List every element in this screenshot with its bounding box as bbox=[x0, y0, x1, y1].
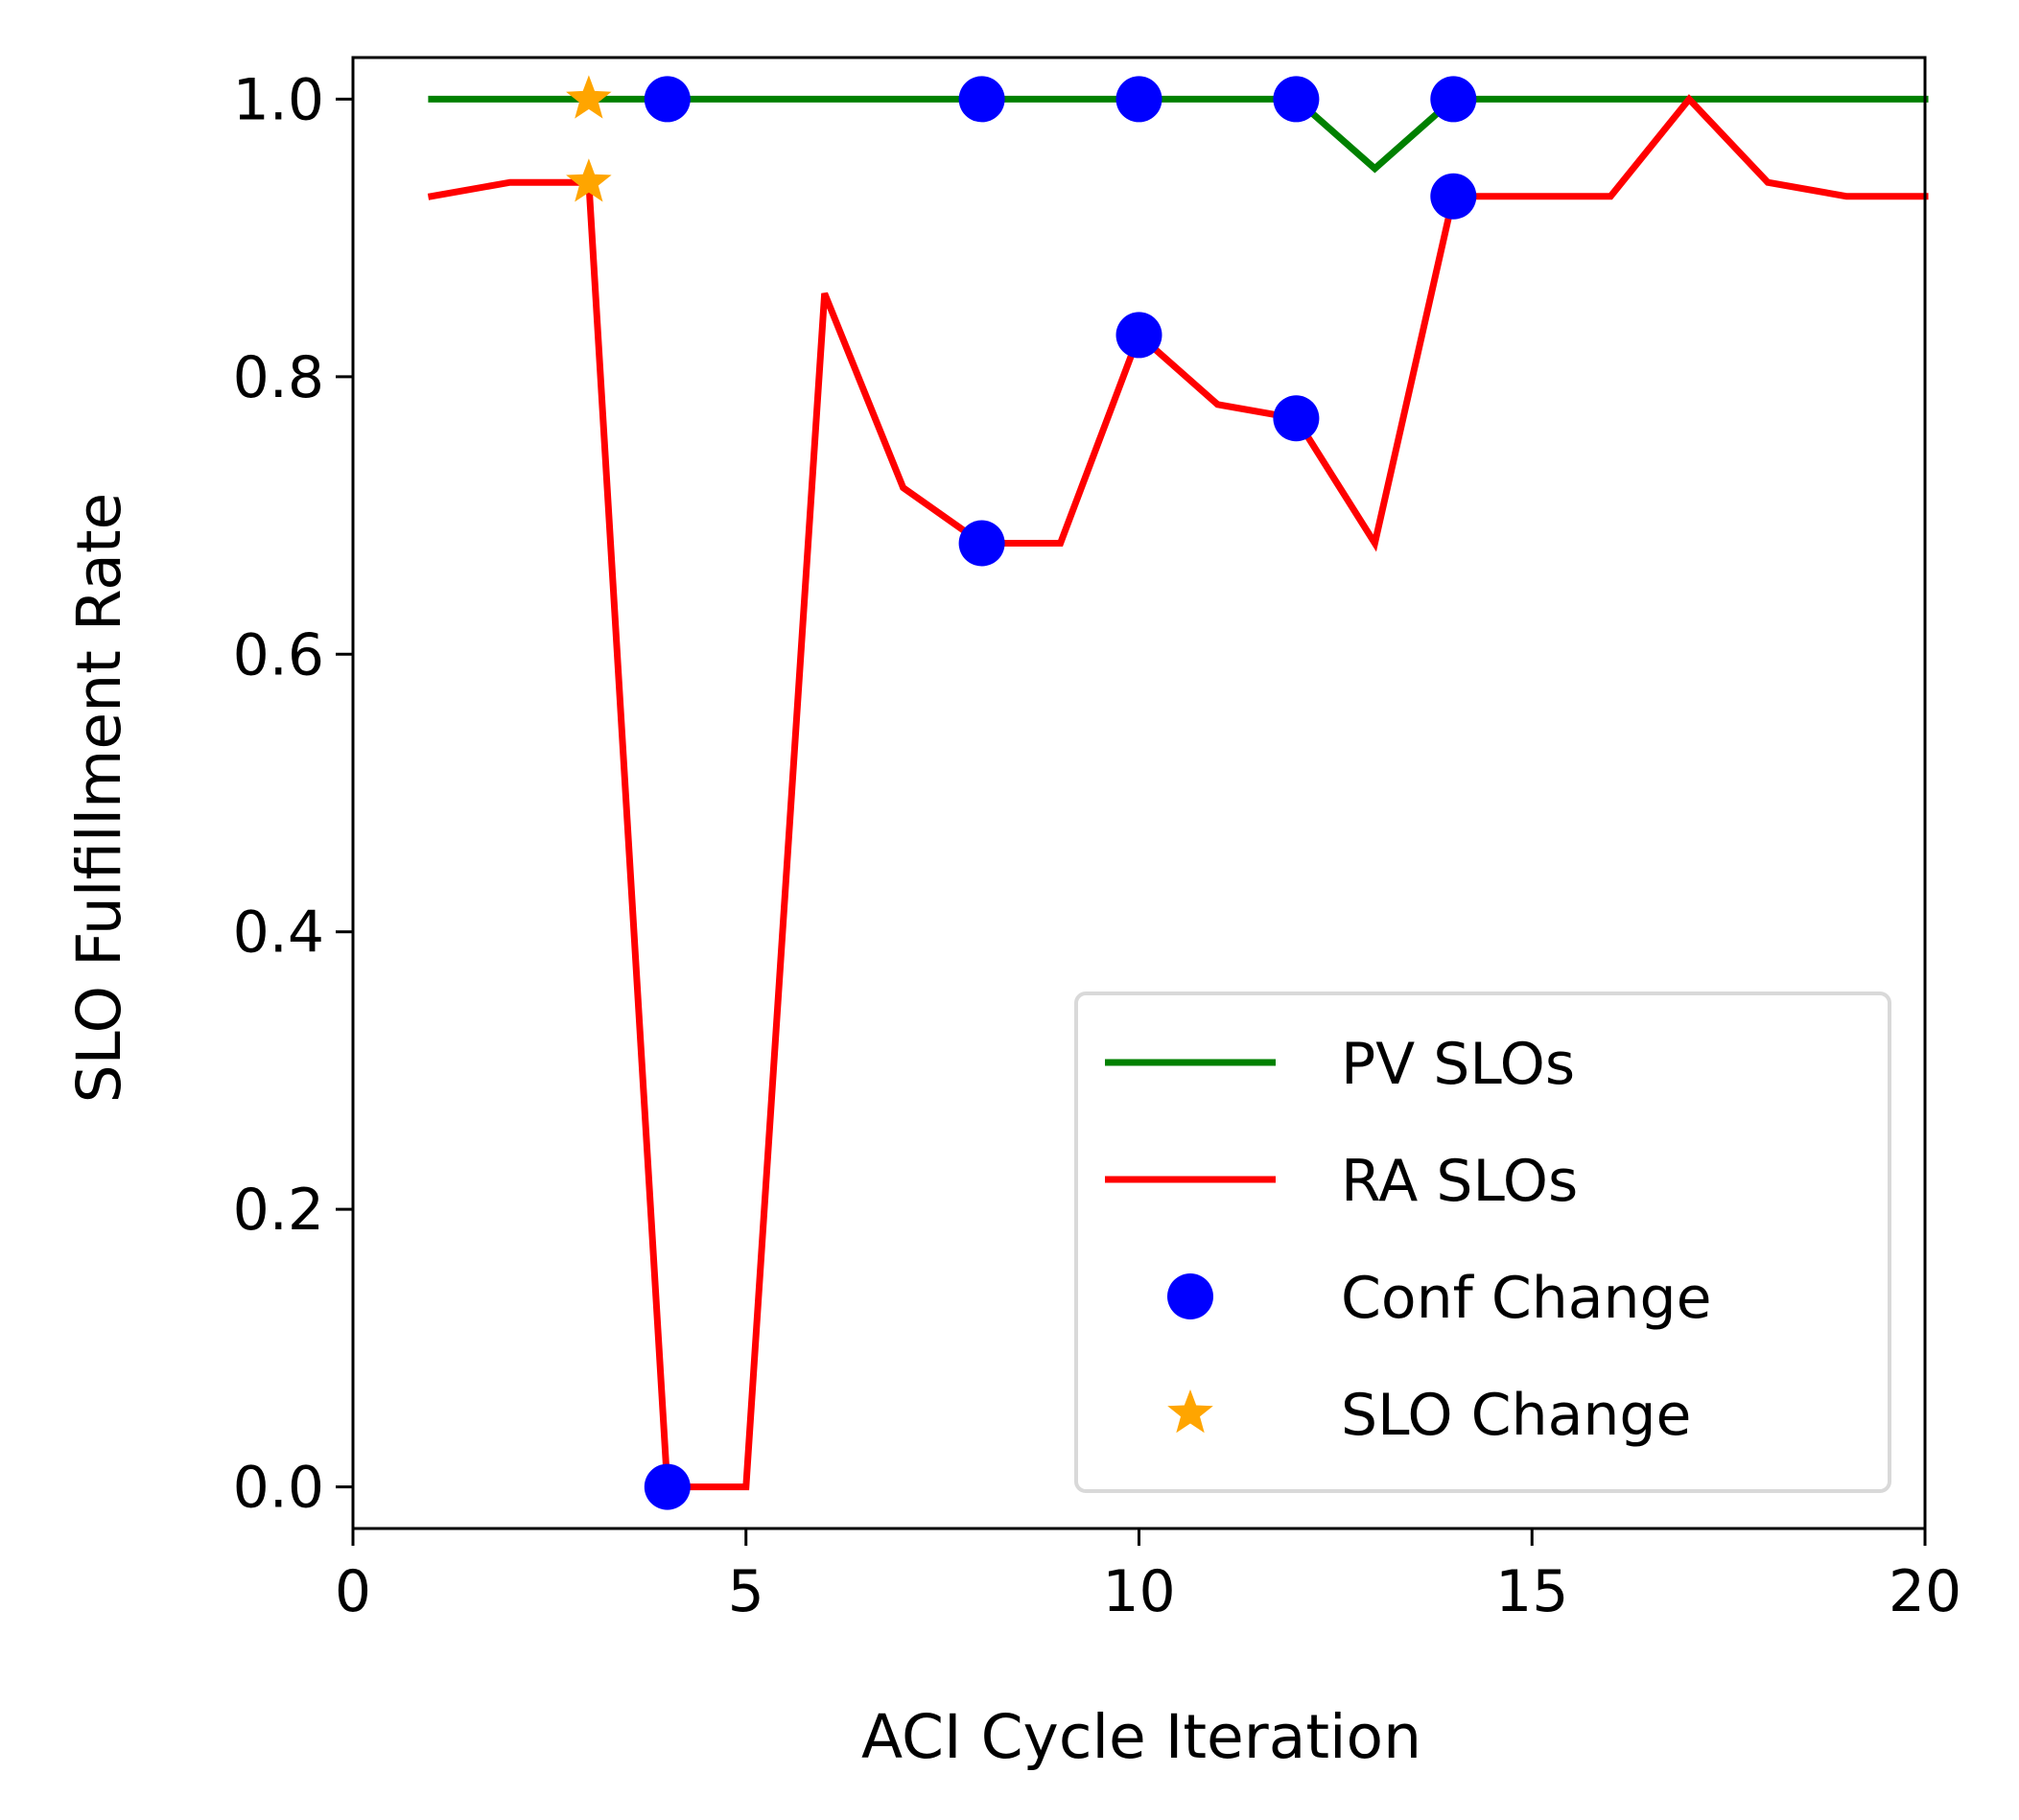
plot-area bbox=[427, 75, 1929, 1510]
conf-change-point bbox=[1273, 395, 1320, 442]
legend-label: Conf Change bbox=[1341, 1265, 1712, 1332]
x-tick-label: 10 bbox=[1102, 1558, 1175, 1625]
legend-box bbox=[1074, 992, 1891, 1493]
conf-change-point bbox=[1115, 76, 1162, 123]
y-tick-label: 0.0 bbox=[233, 1455, 324, 1522]
conf-change-point bbox=[1273, 76, 1320, 123]
axis-ticks: 0 5 10 15 20 0.0 0.2 0.4 0.6 0.8 1.0 bbox=[233, 56, 1961, 1625]
x-tick-label: 5 bbox=[728, 1558, 764, 1625]
x-tick-label: 15 bbox=[1495, 1558, 1568, 1625]
y-axis-label: SLO Fulfillment Rate bbox=[64, 493, 134, 1104]
conf-change-point bbox=[644, 76, 691, 123]
conf-change-point bbox=[1430, 173, 1477, 220]
conf-change-point bbox=[958, 520, 1005, 567]
x-axis-label: ACI Cycle Iteration bbox=[861, 1702, 1421, 1772]
legend: PV SLOs RA SLOs Conf Change SLO Change bbox=[1074, 992, 1891, 1493]
conf-change-point bbox=[644, 1463, 691, 1510]
x-tick-label: 20 bbox=[1889, 1558, 1961, 1625]
slo-change-point bbox=[566, 158, 612, 202]
y-tick-label: 0.2 bbox=[233, 1177, 324, 1244]
legend-label: SLO Change bbox=[1341, 1382, 1691, 1449]
x-tick-label: 0 bbox=[335, 1558, 371, 1625]
y-tick-label: 0.6 bbox=[233, 621, 324, 688]
y-tick-label: 0.8 bbox=[233, 344, 324, 411]
y-tick-label: 0.4 bbox=[233, 899, 324, 967]
legend-label: RA SLOs bbox=[1341, 1148, 1578, 1215]
y-tick-label: 1.0 bbox=[233, 66, 324, 133]
conf-change-point bbox=[958, 76, 1005, 123]
legend-label: PV SLOs bbox=[1341, 1031, 1575, 1098]
conf-change-point bbox=[1115, 312, 1162, 359]
slo-change-point bbox=[566, 75, 612, 119]
conf-change-point bbox=[1430, 76, 1477, 123]
legend-swatch-conf-change bbox=[1167, 1273, 1213, 1319]
legend-swatch-slo-change bbox=[1167, 1389, 1213, 1434]
